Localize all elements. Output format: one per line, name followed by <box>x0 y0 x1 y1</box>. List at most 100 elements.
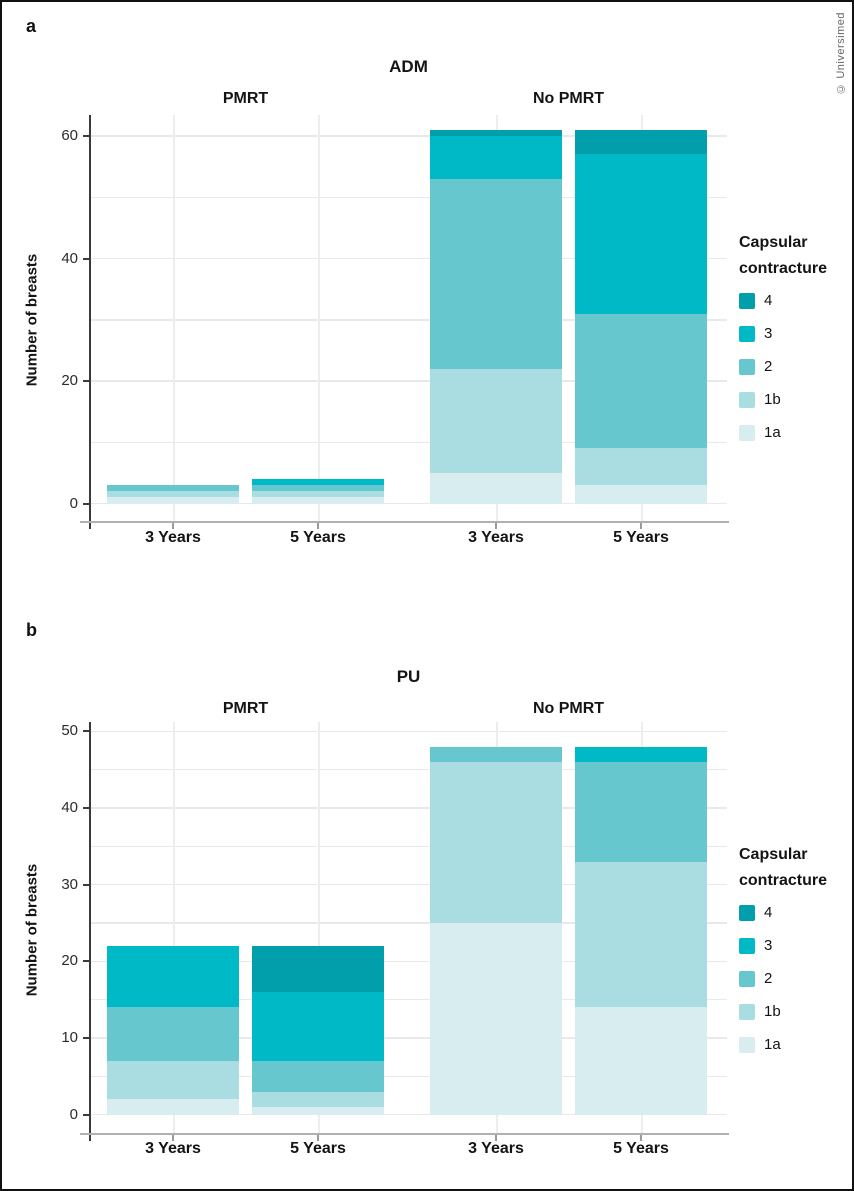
legend-label: 3 <box>764 937 773 954</box>
x-tick-mark <box>317 523 319 529</box>
legend-label: 4 <box>764 292 773 309</box>
bar-segment-grade-2 <box>252 485 384 492</box>
x-tick-label: 3 Years <box>468 1140 524 1157</box>
legend-item-2: 2 <box>739 970 851 987</box>
x-tick-mark <box>640 523 642 529</box>
x-axis-line <box>80 521 729 523</box>
bar-segment-grade-1a <box>107 1099 239 1115</box>
y-tick-mark <box>83 257 89 260</box>
grid-line-v <box>173 115 175 521</box>
bar-segment-grade-1a <box>252 1107 384 1115</box>
legend-item-4: 4 <box>739 904 851 921</box>
legend-label: 4 <box>764 904 773 921</box>
legend-item-1b: 1b <box>739 391 851 408</box>
legend-item-3: 3 <box>739 937 851 954</box>
legend-swatch-2 <box>739 358 755 375</box>
x-tick-label: 3 Years <box>468 529 524 546</box>
legend-label: 1b <box>764 391 781 408</box>
x-tick-label: 3 Years <box>145 529 201 546</box>
bar-segment-grade-2 <box>575 313 707 449</box>
legend-item-2: 2 <box>739 358 851 375</box>
y-tick-mark <box>83 806 89 809</box>
bar-segment-grade-1a <box>430 922 562 1115</box>
x-tick-mark <box>640 1135 642 1141</box>
bar-segment-grade-4 <box>430 129 562 136</box>
bar-segment-grade-1a <box>252 497 384 504</box>
grid-line-h <box>91 1075 727 1078</box>
grid-line-h <box>91 730 727 732</box>
y-tick-mark <box>83 135 89 137</box>
y-axis-line <box>89 722 91 1141</box>
y-tick-mark <box>83 883 89 886</box>
legend-label: 2 <box>764 358 773 375</box>
y-tick-label: 30 <box>61 875 78 893</box>
y-tick-label: 0 <box>69 494 78 512</box>
legend-label: 1b <box>764 1003 781 1020</box>
y-tick-mark <box>83 960 89 963</box>
bar-segment-grade-3 <box>107 945 239 1008</box>
legend-item-1a: 1a <box>739 424 851 441</box>
y-tick-mark <box>83 380 89 382</box>
chart-title: PU <box>396 667 421 686</box>
bar-segment-grade-1b <box>575 448 707 486</box>
legend-swatch-2 <box>739 970 755 987</box>
bar-segment-grade-1a <box>430 472 562 504</box>
y-tick-mark <box>83 502 89 505</box>
x-tick-mark <box>172 523 174 529</box>
y-tick-label: 50 <box>61 722 78 740</box>
legend-swatch-1a <box>739 424 755 441</box>
legend-label: 2 <box>764 970 773 987</box>
bar-segment-grade-1a <box>575 485 707 504</box>
chart-title: ADM <box>389 57 428 76</box>
legend: Capsular contracture 4 3 2 1b 1a <box>739 230 851 441</box>
bar-segment-grade-2 <box>107 485 239 492</box>
bar-segment-grade-2 <box>252 1061 384 1092</box>
grid-line-h <box>91 998 727 1001</box>
legend-item-1b: 1b <box>739 1003 851 1020</box>
bar-segment-grade-1b <box>252 1091 384 1108</box>
x-tick-mark <box>317 1135 319 1141</box>
bar-segment-grade-4 <box>252 945 384 992</box>
grid-line-h <box>91 845 727 848</box>
y-tick-label: 60 <box>61 127 78 144</box>
x-axis-line <box>80 1133 729 1135</box>
grid-line-v <box>318 722 320 1133</box>
legend-items: 4 3 2 1b 1a <box>739 904 851 1053</box>
bar-segment-grade-2 <box>430 746 562 762</box>
bar-segment-grade-1b <box>575 861 707 1008</box>
bar-segment-grade-3 <box>575 746 707 762</box>
legend-swatch-1b <box>739 391 755 408</box>
bar-segment-grade-3 <box>575 154 707 314</box>
bar-segment-grade-4 <box>575 129 707 155</box>
panel-b-label: b <box>26 620 37 640</box>
grid-line-h <box>91 319 727 321</box>
legend-label: 1a <box>764 424 781 441</box>
x-tick-label: 3 Years <box>145 1140 201 1157</box>
y-tick-mark <box>83 730 89 733</box>
y-tick-label: 0 <box>69 1105 78 1123</box>
grid-line-h <box>91 135 727 137</box>
legend-items: 4 3 2 1b 1a <box>739 292 851 441</box>
x-tick-label: 5 Years <box>613 1140 669 1157</box>
x-tick-label: 5 Years <box>290 1140 346 1157</box>
grid-line-h <box>91 922 727 924</box>
bar-segment-grade-1b <box>107 1061 239 1100</box>
facet-label-pmrt: PMRT <box>222 700 269 717</box>
legend-title: Capsular contracture <box>739 234 828 277</box>
bar-segment-grade-2 <box>107 1007 239 1061</box>
grid-line-h <box>91 502 727 505</box>
bar-segment-grade-3 <box>430 136 562 179</box>
y-tick-label: 40 <box>61 249 78 267</box>
x-tick-label: 5 Years <box>290 529 346 546</box>
panel-a-label: a <box>26 16 37 36</box>
bar-segment-grade-1a <box>575 1007 707 1115</box>
y-tick-mark <box>83 1037 89 1039</box>
grid-line-h <box>91 257 727 260</box>
legend-label: 3 <box>764 325 773 342</box>
bar-segment-grade-1b <box>430 761 562 923</box>
y-tick-label: 20 <box>61 372 78 389</box>
y-tick-label: 20 <box>61 952 78 970</box>
legend-item-3: 3 <box>739 325 851 342</box>
y-tick-label: 10 <box>61 1029 78 1046</box>
